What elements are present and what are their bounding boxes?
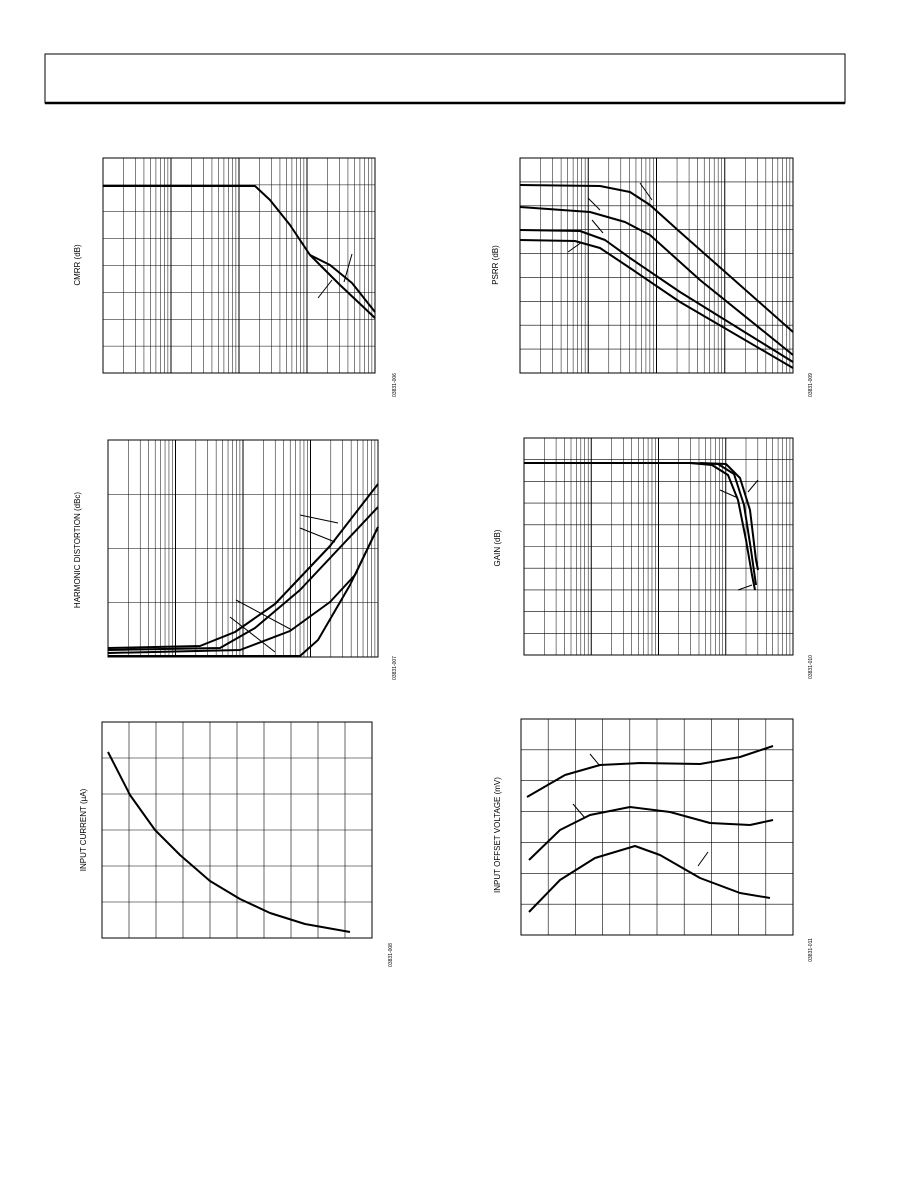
curve <box>528 806 774 861</box>
grids <box>101 157 794 939</box>
arrow <box>299 527 336 543</box>
arrow <box>747 479 759 493</box>
figure-id: 03831-008 <box>388 943 394 967</box>
arrow <box>719 489 739 499</box>
y-axis-label: CMRR (dB) <box>73 244 82 286</box>
curve <box>108 526 379 657</box>
curve <box>524 462 756 591</box>
plot-frame <box>102 157 376 374</box>
curve <box>107 483 379 649</box>
arrow <box>299 514 339 524</box>
curve <box>519 184 794 333</box>
arrow <box>697 851 709 867</box>
arrow <box>591 219 604 234</box>
arrow <box>572 803 586 819</box>
curve <box>519 206 794 356</box>
curve <box>309 254 376 313</box>
curve <box>526 745 774 798</box>
curve <box>519 229 794 363</box>
y-axis-label: INPUT OFFSET VOLTAGE (mV) <box>493 777 502 893</box>
figure-id: 03831-007 <box>392 656 398 680</box>
figure-id: 03831-011 <box>808 938 814 962</box>
y-axis-label: GAIN (dB) <box>493 529 502 566</box>
plot-frame <box>519 157 794 374</box>
arrow <box>639 182 653 201</box>
plot-frame <box>520 718 794 936</box>
arrow <box>567 241 583 253</box>
curve <box>107 506 379 651</box>
arrow <box>229 616 276 653</box>
curve <box>103 185 376 319</box>
y-axis-label: PSRR (dB) <box>491 245 500 285</box>
arrow <box>343 253 353 283</box>
plot-frame <box>523 437 794 656</box>
curve <box>528 845 771 913</box>
y-axis-label: INPUT CURRENT (µA) <box>79 788 88 871</box>
curve <box>519 239 794 369</box>
plot-frame <box>101 721 373 939</box>
figure-id: 03831-006 <box>392 373 398 397</box>
arrow <box>737 584 753 591</box>
arrow <box>235 599 293 631</box>
curve <box>107 751 351 933</box>
figure-id: 03831-010 <box>808 655 814 679</box>
arrow <box>587 197 601 211</box>
arrow <box>317 279 333 299</box>
header-box <box>44 53 846 104</box>
y-axis-label: HARMONIC DISTORTION (dBc) <box>73 492 82 608</box>
figure-id: 03831-009 <box>808 373 814 397</box>
curve <box>699 462 759 571</box>
arrow <box>589 753 601 767</box>
